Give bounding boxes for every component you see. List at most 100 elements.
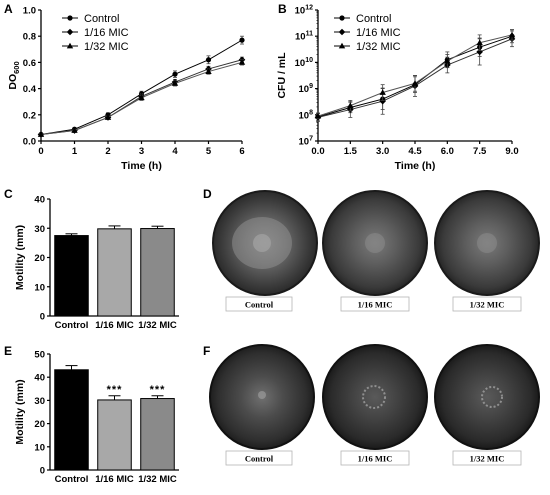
data-point bbox=[205, 68, 212, 74]
y-tick-label: 50 bbox=[34, 350, 45, 361]
x-tick-label: 6 bbox=[239, 146, 244, 157]
x-axis-label: Time (h) bbox=[121, 160, 162, 172]
y-axis-label: Motility (mm) bbox=[14, 379, 26, 444]
bar-0 bbox=[54, 369, 89, 471]
x-tick-label: 1 bbox=[72, 146, 78, 157]
x-tick-label: 3 bbox=[139, 146, 144, 157]
data-point bbox=[379, 97, 386, 105]
data-point bbox=[379, 89, 386, 95]
legend-label: 1/32 MIC bbox=[356, 41, 401, 53]
data-point bbox=[205, 57, 212, 63]
legend-marker bbox=[338, 28, 346, 36]
y-tick-label: 0.0 bbox=[23, 137, 36, 148]
x-tick-label: 9.0 bbox=[505, 146, 518, 157]
plate-f-label-box-1-16 bbox=[340, 450, 410, 466]
x-tick-label: 7.5 bbox=[473, 146, 487, 157]
plates-d: Control 1/16 MIC 1/32 MIC bbox=[212, 190, 540, 312]
plate-f-1-16 bbox=[322, 344, 428, 450]
y-tick-label: 0.6 bbox=[23, 58, 36, 69]
y-tick-label: 1011 bbox=[295, 31, 313, 43]
y-tick-label: 20 bbox=[34, 419, 45, 430]
data-point bbox=[37, 131, 45, 137]
x-category-label: 1/32 MIC bbox=[138, 474, 177, 485]
chart-e-motility: 0 10 20 30 40 50 Control *** 1/16 MIC *** 1/32 MIC… bbox=[14, 350, 179, 485]
x-category-label: Control bbox=[55, 474, 89, 485]
data-point bbox=[171, 80, 179, 86]
y-tick-label: 0.4 bbox=[23, 84, 37, 95]
bar-2 bbox=[140, 228, 175, 317]
legend-marker bbox=[338, 42, 346, 49]
plate-f-1-16-ring bbox=[362, 385, 386, 409]
plate-d-label-1-32: 1/32 MIC bbox=[470, 300, 505, 310]
panel-letter-e: E bbox=[4, 344, 12, 358]
legend-label: Control bbox=[84, 13, 119, 25]
data-point bbox=[444, 57, 451, 64]
data-point bbox=[508, 31, 516, 38]
chart-c-motility: 0 10 20 30 40 Control 1/16 MIC 1/32 MIC Motility… bbox=[14, 195, 179, 331]
plate-f-control-center bbox=[258, 391, 266, 399]
y-axis-label: DO600 bbox=[7, 61, 21, 89]
legend-label: 1/16 MIC bbox=[84, 27, 129, 39]
y-axis-label: Motility (mm) bbox=[14, 225, 26, 290]
y-tick-label: 109 bbox=[299, 83, 314, 95]
plate-d-label-control: Control bbox=[245, 300, 274, 310]
plate-d-1-16-center bbox=[365, 233, 385, 253]
panel-letter-f: F bbox=[203, 344, 210, 358]
y-tick-label: 0 bbox=[40, 466, 45, 477]
data-point bbox=[238, 59, 246, 65]
x-category-label: Control bbox=[55, 320, 89, 331]
y-tick-label: 30 bbox=[34, 224, 45, 235]
plate-d-label-box-1-16 bbox=[340, 296, 410, 312]
y-tick-label: 0.8 bbox=[23, 32, 36, 43]
bar-1 bbox=[97, 228, 132, 317]
legend-marker bbox=[66, 42, 74, 49]
y-tick-label: 40 bbox=[34, 195, 45, 206]
x-category-label: 1/32 MIC bbox=[138, 320, 177, 331]
chart-a-growth-od: 0 1 2 3 4 5 6 0.0 0.2 0.4 0.6 0.8 1.0 Control 1/16 MIC… bbox=[7, 6, 246, 172]
x-tick-label: 1.5 bbox=[344, 146, 358, 157]
significance-marker: *** bbox=[107, 384, 123, 396]
x-category-label: 1/16 MIC bbox=[95, 320, 134, 331]
x-tick-label: 6.0 bbox=[441, 146, 454, 157]
y-tick-label: 30 bbox=[34, 396, 45, 407]
y-tick-label: 1010 bbox=[295, 57, 313, 69]
x-tick-label: 2 bbox=[105, 146, 110, 157]
x-tick-label: 4.5 bbox=[408, 146, 422, 157]
legend-marker bbox=[339, 15, 345, 21]
data-point bbox=[476, 39, 483, 46]
data-point bbox=[104, 114, 112, 120]
plate-f-label-box-1-32 bbox=[452, 450, 522, 466]
x-tick-label: 0 bbox=[38, 146, 43, 157]
data-point bbox=[138, 94, 145, 101]
legend-label: Control bbox=[356, 13, 391, 25]
bar-2 bbox=[140, 398, 175, 471]
bar-1 bbox=[97, 399, 132, 471]
plate-f-label-control: Control bbox=[245, 454, 274, 464]
plate-f-1-32 bbox=[434, 344, 540, 450]
panel-letter-b: B bbox=[278, 2, 287, 16]
panel-letter-c: C bbox=[4, 187, 13, 201]
y-tick-label: 1.0 bbox=[23, 6, 36, 17]
plate-d-label-box-1-32 bbox=[452, 296, 522, 312]
panel-letter-a: A bbox=[4, 2, 13, 16]
y-tick-label: 10 bbox=[34, 282, 45, 293]
plates-f: Control 1/16 MIC 1/32 MIC bbox=[209, 344, 540, 466]
plate-f-1-32-ring bbox=[481, 386, 503, 408]
plate-d-control-center bbox=[253, 234, 271, 252]
plate-f-label-1-16: 1/16 MIC bbox=[358, 454, 393, 464]
x-tick-label: 0.0 bbox=[311, 146, 324, 157]
y-tick-label: 108 bbox=[299, 109, 314, 121]
plate-d-label-1-16: 1/16 MIC bbox=[358, 300, 393, 310]
y-tick-label: 10 bbox=[34, 442, 45, 453]
x-tick-label: 5 bbox=[206, 146, 212, 157]
y-axis-label: CFU / mL bbox=[276, 52, 288, 99]
x-tick-label: 3.0 bbox=[376, 146, 389, 157]
panel-letter-d: D bbox=[203, 187, 212, 201]
legend-marker bbox=[67, 15, 73, 21]
data-point bbox=[239, 37, 245, 43]
data-point bbox=[172, 71, 178, 77]
plate-f-label-1-32: 1/32 MIC bbox=[470, 454, 505, 464]
y-tick-label: 1012 bbox=[295, 5, 313, 17]
y-tick-label: 0.2 bbox=[23, 110, 36, 121]
legend-label: 1/16 MIC bbox=[356, 27, 401, 39]
